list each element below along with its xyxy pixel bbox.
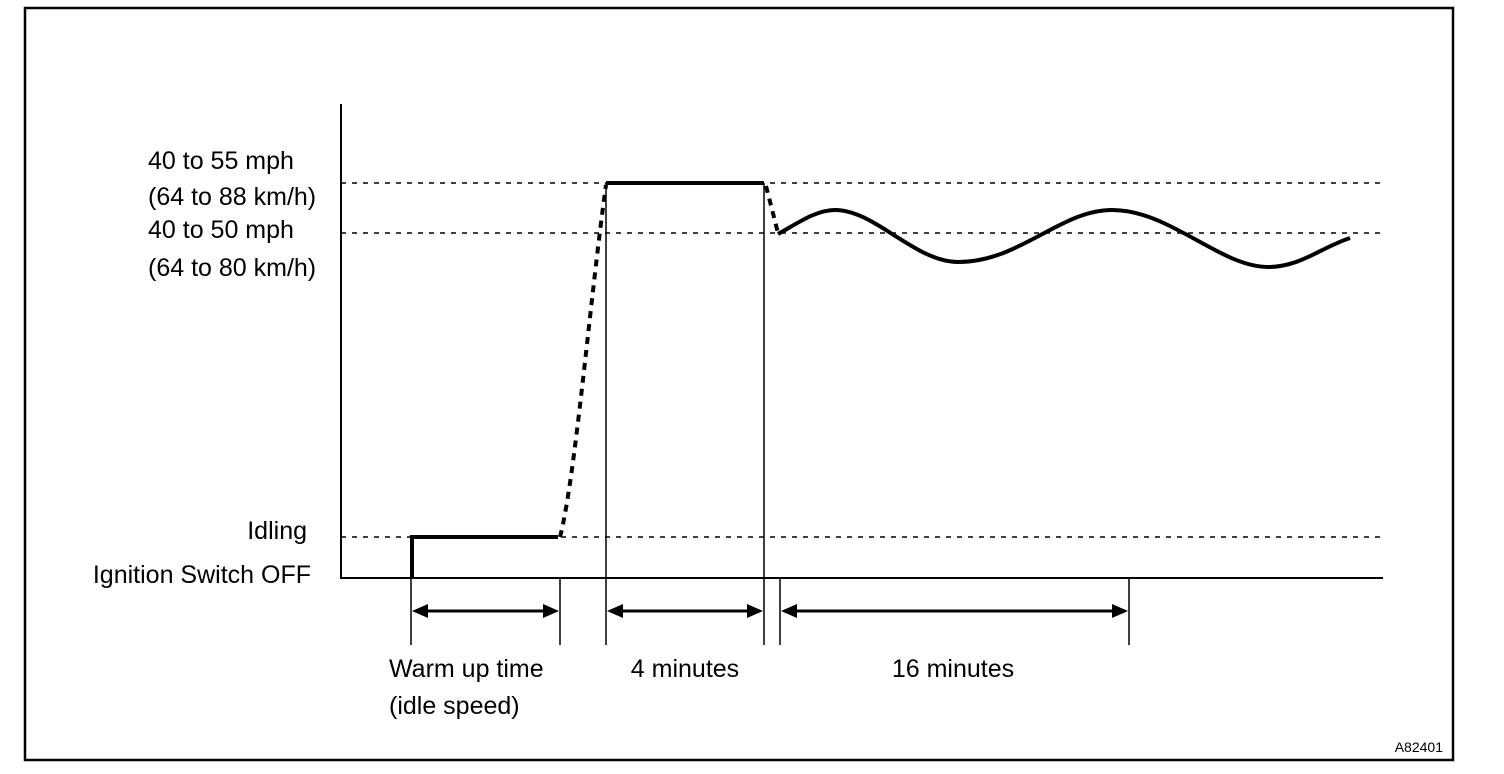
label-80kmh: (64 to 80 km/h) — [148, 254, 316, 282]
diagram-frame — [23, 6, 1455, 762]
fluctuating-speed-segment — [777, 207, 1351, 270]
phase3-duration-arrow — [781, 604, 1128, 618]
label-idle-speed: (idle speed) — [389, 692, 520, 720]
acceleration-segment — [558, 184, 608, 538]
label-4-minutes: 4 minutes — [631, 655, 739, 683]
label-warmup-time: Warm up time — [389, 655, 544, 683]
label-55mph: 40 to 55 mph — [148, 147, 294, 175]
idle-speed-segment — [410, 535, 558, 578]
label-50mph: 40 to 50 mph — [148, 216, 294, 244]
label-88kmh: (64 to 88 km/h) — [148, 183, 316, 211]
warmup-duration-arrow — [412, 604, 559, 618]
label-16-minutes: 16 minutes — [892, 655, 1014, 683]
phase2-duration-arrow — [607, 604, 763, 618]
label-idling: Idling — [247, 517, 307, 545]
label-ignition-off: Ignition Switch OFF — [93, 561, 311, 589]
figure-code: A82401 — [1395, 739, 1443, 755]
deceleration-segment — [764, 185, 780, 234]
